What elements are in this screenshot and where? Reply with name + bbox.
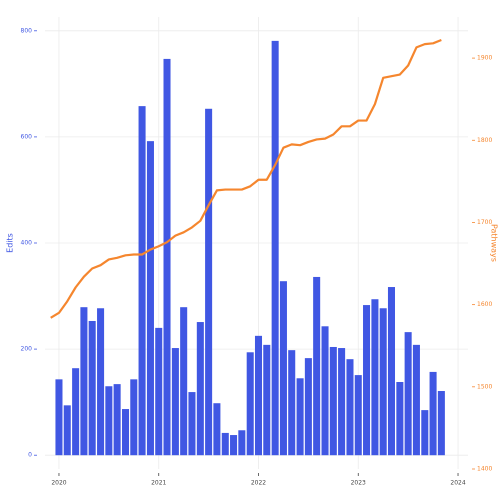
bar xyxy=(354,375,362,456)
bar xyxy=(296,378,304,456)
bar xyxy=(230,435,238,456)
bar xyxy=(163,58,171,456)
y2-tick-label: 1800 xyxy=(477,137,492,144)
bar xyxy=(88,320,96,456)
bar xyxy=(412,344,420,456)
bar xyxy=(205,108,213,456)
bar xyxy=(80,307,88,456)
x-tick-label: 2021 xyxy=(151,480,166,487)
bar xyxy=(221,432,229,456)
bar xyxy=(371,299,379,456)
y-axis-label: Edits xyxy=(6,233,15,253)
y-tick-label: 200 xyxy=(21,346,33,353)
y-tick-label: 0 xyxy=(28,452,32,459)
bar xyxy=(63,405,71,456)
bar xyxy=(387,287,396,456)
bar xyxy=(288,350,296,456)
bar xyxy=(404,332,412,456)
bar xyxy=(246,352,254,456)
bar xyxy=(379,308,387,456)
bar xyxy=(105,386,113,456)
x-tick-label: 2024 xyxy=(450,480,465,487)
bar xyxy=(196,322,204,456)
bar xyxy=(55,379,63,456)
y2-tick-label: 1900 xyxy=(477,55,492,62)
bar xyxy=(329,346,337,456)
y-tick-label: 400 xyxy=(21,240,33,247)
y2-tick-label: 1700 xyxy=(477,219,492,226)
bar xyxy=(121,409,130,456)
bar xyxy=(313,276,321,456)
bar xyxy=(97,308,105,456)
bar xyxy=(279,281,287,456)
y-tick-label: 800 xyxy=(21,27,33,34)
bar xyxy=(321,326,329,456)
bar xyxy=(437,391,445,456)
y2-axis-label: Pathways xyxy=(490,224,499,262)
bar xyxy=(338,348,346,456)
bar xyxy=(146,141,154,456)
bar xyxy=(396,381,404,456)
line xyxy=(50,38,442,319)
x-tick-label: 2020 xyxy=(51,480,66,487)
bar xyxy=(188,392,196,456)
y2-tick-label: 1600 xyxy=(477,301,492,308)
y-tick-label: 600 xyxy=(21,133,33,140)
bar xyxy=(421,410,429,456)
bar xyxy=(113,384,121,456)
x-tick-label: 2022 xyxy=(251,480,266,487)
x-tick-label: 2023 xyxy=(351,480,366,487)
bar xyxy=(171,348,179,456)
bar xyxy=(363,305,371,456)
bar xyxy=(263,344,271,456)
y2-tick-label: 1500 xyxy=(477,383,492,390)
bar xyxy=(130,379,138,456)
bar xyxy=(155,327,163,456)
bar xyxy=(72,368,80,456)
bar xyxy=(180,307,188,456)
bar xyxy=(304,358,312,456)
bar xyxy=(213,403,221,456)
bar xyxy=(429,371,437,456)
bar xyxy=(138,106,146,456)
bar xyxy=(254,335,263,456)
y2-tick-label: 1400 xyxy=(477,466,492,473)
bar xyxy=(271,40,279,456)
bar xyxy=(238,430,246,456)
bar xyxy=(346,359,354,456)
